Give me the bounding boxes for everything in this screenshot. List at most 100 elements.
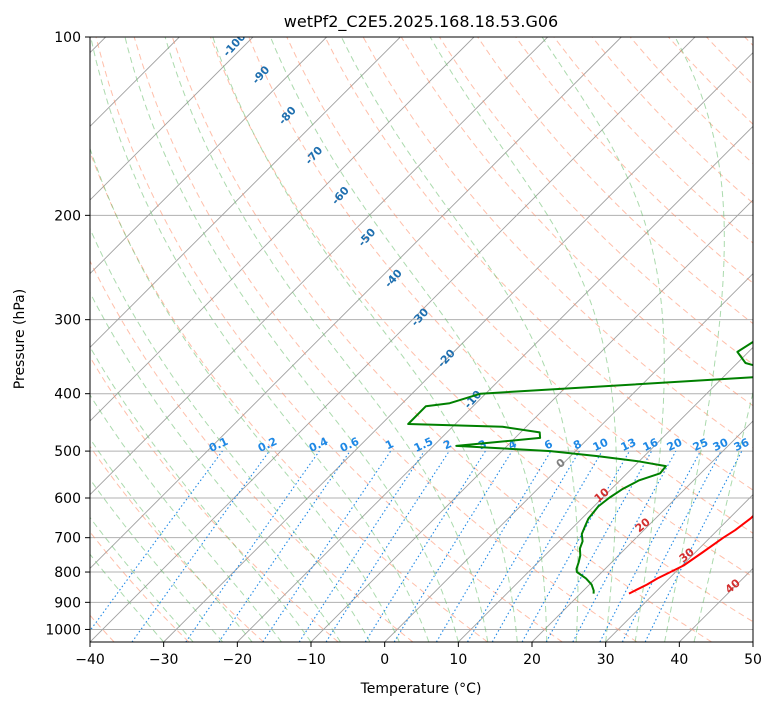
- dry-adiabat-line: [286, 37, 753, 534]
- mixing-ratio-label: 16: [641, 436, 661, 454]
- moist-adiabat-line: [340, 37, 579, 642]
- mixing-ratio-label: 36: [732, 436, 752, 454]
- mixing-ratio-line: [90, 450, 223, 632]
- x-axis-title: Temperature (°C): [360, 681, 482, 697]
- dry-adiabat-line: [90, 445, 264, 642]
- moist-adiabat-line: [124, 37, 459, 642]
- moist-adiabat-line: [90, 478, 223, 642]
- mixing-ratio-label: 0.4: [307, 435, 330, 455]
- dry-adiabat-line: [706, 37, 753, 86]
- moist-adiabat-label: 20: [633, 515, 653, 535]
- y-axis: 100 200 300 400 500 600 700 800 900 1000: [45, 30, 90, 638]
- y-tick-label: 800: [54, 565, 81, 581]
- dry-adiabat-line: [477, 37, 753, 325]
- moist-adiabat-line: [90, 291, 341, 642]
- dry-adiabat-line: [210, 37, 753, 623]
- mixing-ratio-line: [572, 450, 677, 642]
- x-tick-label: 30: [597, 652, 615, 668]
- moist-adiabat-line: [541, 37, 665, 642]
- x-tick-label: −10: [296, 652, 326, 668]
- profile-series: [407, 340, 753, 595]
- dewpoint-profile-line: [407, 340, 753, 594]
- plot-frame: [89, 36, 754, 643]
- moist-adiabat-line: [90, 437, 253, 642]
- dry-adiabat-label: -70: [302, 144, 325, 168]
- mixing-ratio-label: 25: [691, 436, 710, 454]
- mixing-ratio-label: 2: [441, 437, 453, 452]
- dry-adiabat-line: [171, 37, 712, 642]
- mixing-ratio-line: [545, 450, 653, 642]
- y-tick-label: 300: [54, 313, 81, 329]
- mixing-ratio-line: [435, 450, 552, 642]
- y-tick-label: 200: [54, 208, 81, 224]
- moist-adiabat-line: [693, 390, 753, 642]
- moist-adiabat-line: [270, 37, 548, 642]
- mixing-ratio-label: 13: [619, 436, 638, 454]
- dry-adiabat-label: -20: [435, 346, 458, 370]
- mixing-ratio-label: 0.6: [338, 435, 361, 455]
- mixing-ratio-label: 3: [476, 437, 488, 452]
- grid-isotherm: [90, 37, 327, 275]
- moist-adiabat-label: 10: [592, 485, 612, 505]
- x-tick-label: 50: [744, 652, 762, 668]
- y-tick-label: 700: [54, 531, 81, 547]
- dry-adiabat-label: -80: [276, 104, 299, 128]
- y-axis-title: Pressure (hPa): [12, 289, 28, 389]
- x-tick-label: 10: [449, 652, 467, 668]
- x-tick-label: −20: [223, 652, 253, 668]
- moist-adiabat-line: [90, 346, 312, 642]
- dry-adiabat-line: [90, 531, 190, 642]
- background-lines: [90, 37, 753, 642]
- dry-adiabat-line: [553, 37, 753, 244]
- dry-adiabat-label: -60: [329, 184, 352, 208]
- dry-adiabat-line: [515, 37, 753, 284]
- moist-adiabat-line: [90, 37, 430, 642]
- grid-isotherm: [163, 52, 753, 642]
- grid-isotherm: [384, 273, 753, 642]
- dry-adiabat-line: [324, 37, 753, 491]
- dry-adiabat-line: [90, 150, 488, 642]
- mixing-ratio-line: [325, 450, 450, 642]
- grid-isotherm: [237, 125, 753, 642]
- dry-adiabat-label: -30: [408, 305, 431, 329]
- dry-adiabat-line: [95, 37, 563, 642]
- moist-adiabat-line: [90, 227, 371, 642]
- grid-isotherm: [531, 420, 753, 642]
- y-tick-label: 1000: [45, 622, 81, 638]
- x-tick-label: 20: [523, 652, 541, 668]
- grid-isotherm: [458, 346, 753, 642]
- grid-isotherm: [90, 37, 696, 642]
- y-tick-label: 100: [54, 30, 81, 46]
- mixing-ratio-line: [262, 450, 392, 642]
- dry-adiabat-line: [90, 356, 339, 642]
- y-tick-label: 500: [54, 444, 81, 460]
- y-tick-label: 400: [54, 387, 81, 403]
- dry-adiabat-line: [133, 37, 638, 642]
- mixing-ratio-line: [131, 450, 270, 642]
- moist-adiabat-line: [664, 37, 725, 642]
- mixing-ratio-line: [185, 450, 320, 642]
- moist-adiabat-label: 0: [554, 456, 568, 471]
- grid-isotherm: [90, 37, 254, 201]
- x-tick-label: −30: [149, 652, 179, 668]
- dry-adiabat-line: [90, 259, 414, 642]
- y-tick-label: 600: [54, 491, 81, 507]
- y-tick-label: 900: [54, 595, 81, 611]
- dry-adiabat-line: [744, 37, 753, 47]
- mixing-ratio-line: [599, 450, 701, 642]
- mixing-ratio-line: [364, 450, 486, 642]
- mixing-ratio-label: 20: [665, 436, 685, 454]
- dry-adiabat-line: [248, 37, 753, 578]
- x-tick-label: 0: [380, 652, 389, 668]
- grid-isotherm: [679, 567, 753, 642]
- grid-isotherm: [605, 494, 753, 642]
- x-tick-label: −40: [75, 652, 105, 668]
- moist-adiabat-line: [164, 37, 489, 642]
- grid-isotherm: [90, 37, 622, 569]
- mixing-ratio-line: [521, 450, 630, 642]
- moist-adiabat-line: [429, 37, 617, 642]
- mixing-ratio-line: [467, 450, 580, 642]
- mixing-ratio-line: [218, 450, 351, 642]
- moist-adiabat-line: [90, 516, 194, 642]
